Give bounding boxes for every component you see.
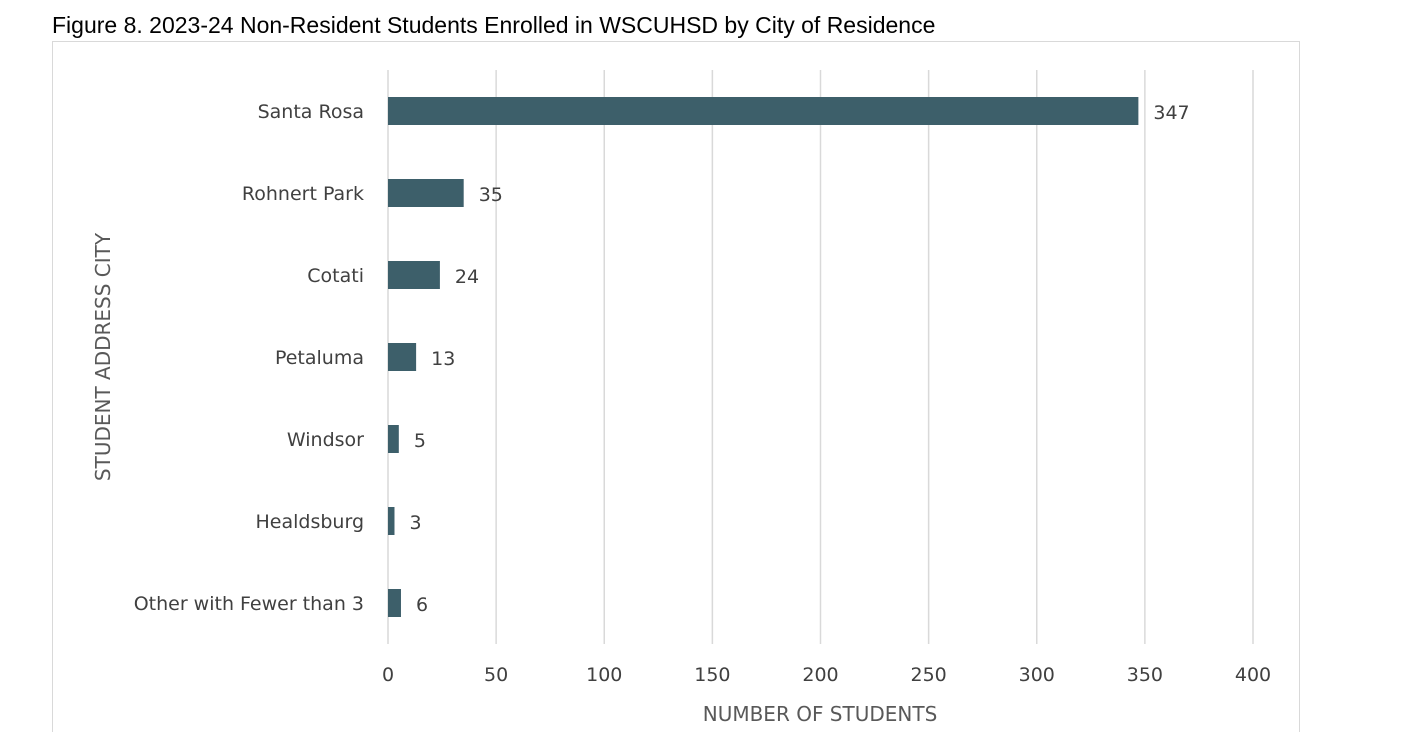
data-label: 5 (414, 430, 426, 452)
bars (388, 97, 1139, 617)
x-tick-label: 300 (1019, 664, 1055, 686)
x-tick-label: 100 (586, 664, 622, 686)
bar-windsor (388, 425, 399, 453)
data-label: 3 (409, 512, 421, 534)
chart-frame (52, 41, 1300, 732)
data-label: 347 (1153, 102, 1189, 124)
labels: 0 50 100 150 200 250 300 350 400 Santa Rosa 347 Roh… (134, 101, 1271, 686)
x-tick-label: 400 (1235, 664, 1271, 686)
category-label: Cotati (307, 265, 364, 287)
category-label: Healdsburg (256, 511, 365, 533)
bar-other-with-fewer-than-3 (388, 589, 401, 617)
figure-title: Figure 8. 2023-24 Non-Resident Students … (52, 12, 936, 38)
data-label: 35 (479, 184, 503, 206)
x-axis-title: NUMBER OF STUDENTS (703, 702, 938, 726)
data-label: 24 (455, 266, 479, 288)
category-label: Santa Rosa (258, 101, 364, 123)
bar-santa-rosa (388, 97, 1139, 125)
bar-rohnert-park (388, 179, 464, 207)
category-label: Petaluma (275, 347, 364, 369)
bar-cotati (388, 261, 440, 289)
x-tick-label: 200 (802, 664, 838, 686)
category-label: Rohnert Park (242, 183, 364, 205)
y-axis-title: STUDENT ADDRESS CITY (91, 232, 115, 481)
x-tick-label: 0 (382, 664, 394, 686)
bar-petaluma (388, 343, 417, 371)
x-tick-label: 50 (484, 664, 508, 686)
x-tick-label: 350 (1127, 664, 1163, 686)
category-label: Other with Fewer than 3 (134, 593, 364, 615)
data-label: 6 (416, 594, 428, 616)
x-tick-label: 150 (694, 664, 730, 686)
category-label: Windsor (287, 429, 364, 451)
x-tick-label: 250 (910, 664, 946, 686)
gridlines (387, 70, 1254, 644)
bar-healdsburg (388, 507, 395, 535)
data-label: 13 (431, 348, 455, 370)
